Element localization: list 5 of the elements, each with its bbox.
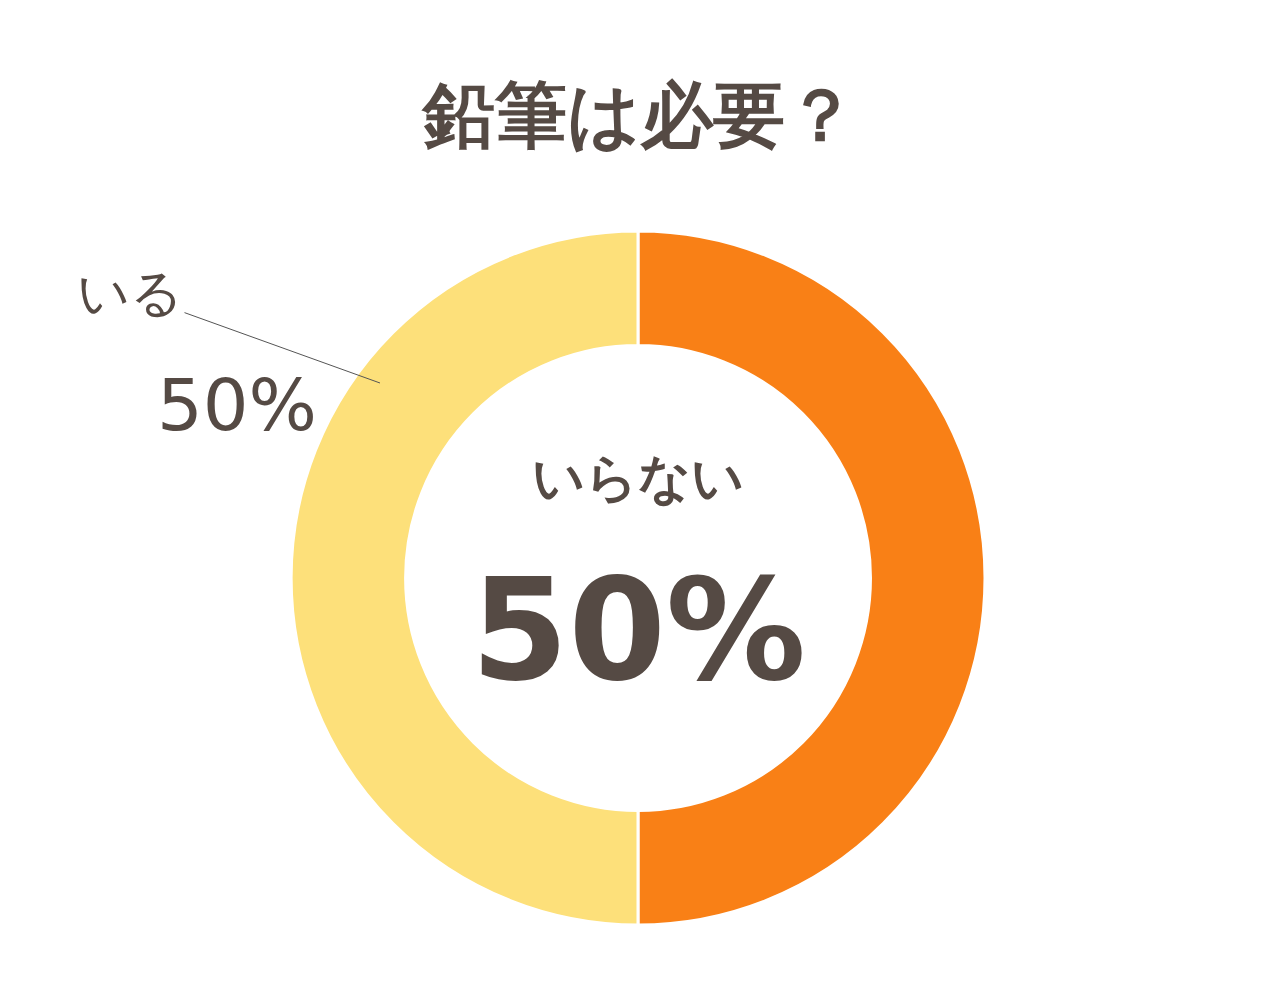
slice-label: いらない bbox=[532, 448, 744, 508]
slice-label: いる bbox=[77, 263, 183, 323]
chart-title: 鉛筆は必要？ bbox=[421, 73, 857, 158]
data-label: 50% bbox=[471, 549, 807, 712]
data-label: 50% bbox=[157, 363, 318, 447]
